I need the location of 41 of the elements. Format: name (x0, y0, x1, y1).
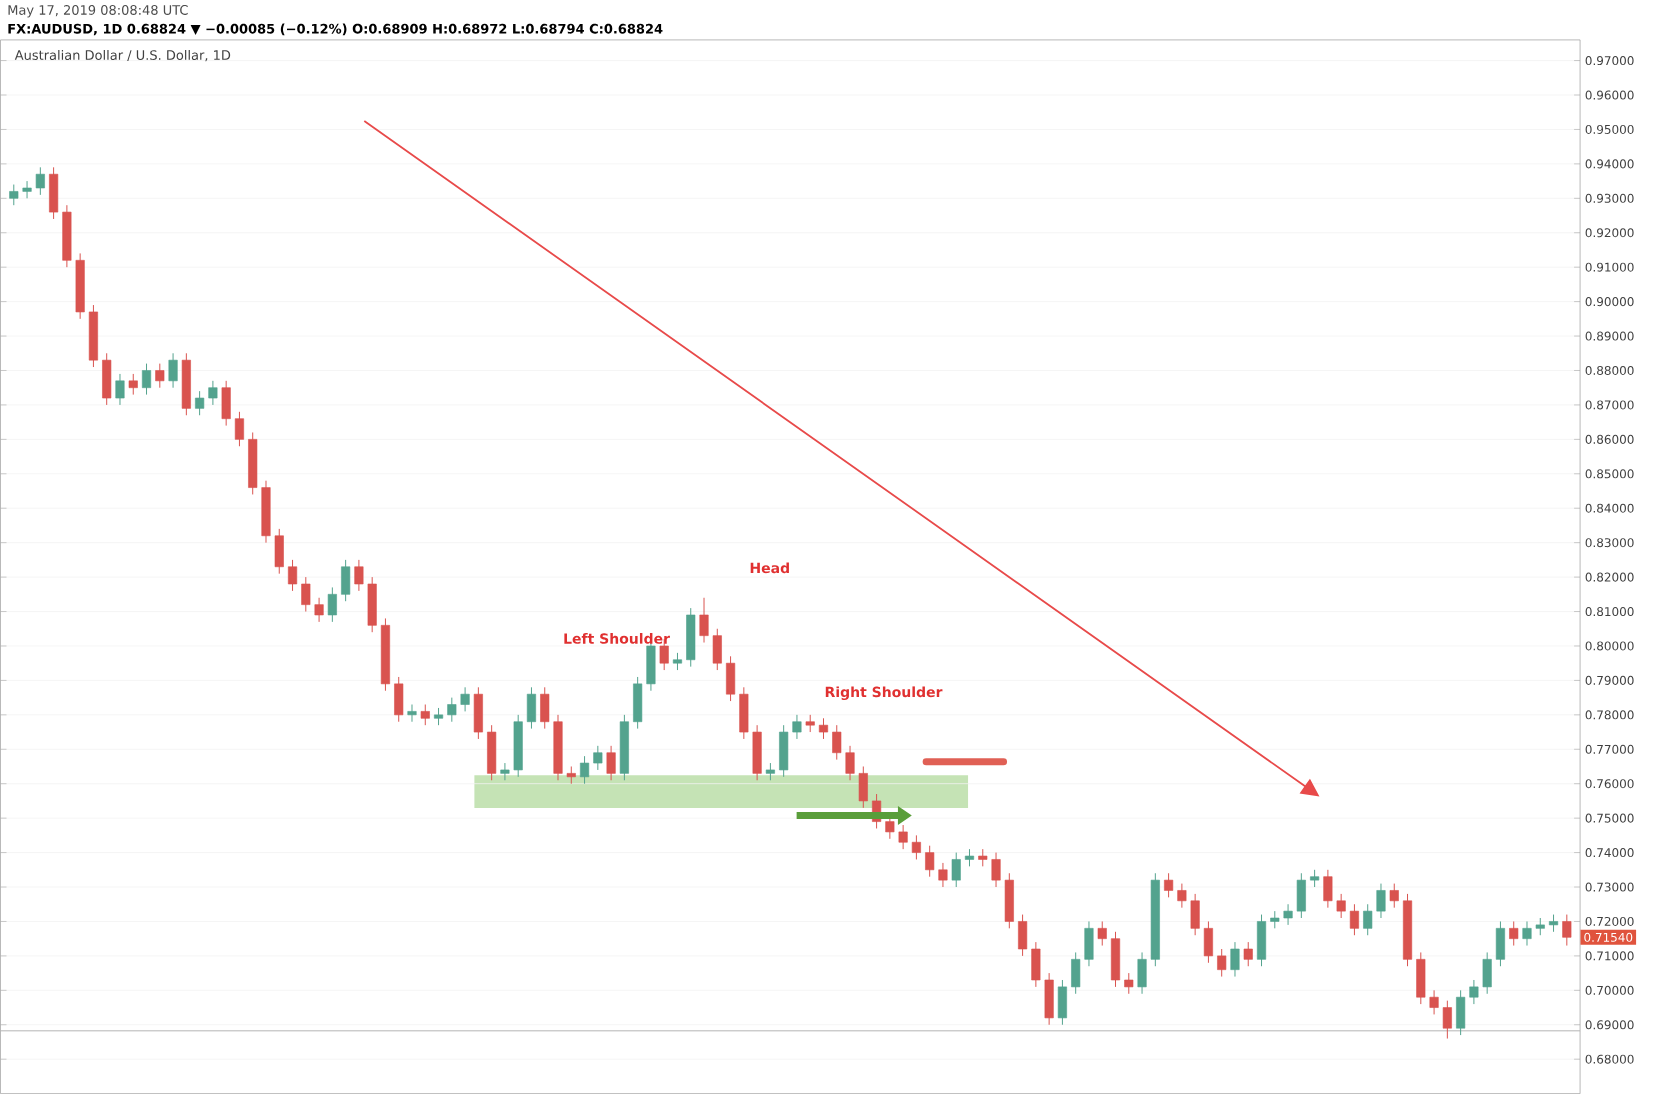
candlestick (287, 559, 298, 592)
candlestick (327, 586, 337, 623)
candlestick (341, 559, 351, 602)
candlestick (168, 352, 178, 389)
candlestick (1057, 979, 1067, 1026)
candlestick (128, 373, 138, 396)
candlestick (1509, 920, 1519, 947)
candlestick (1018, 914, 1028, 957)
candlestick (580, 755, 590, 785)
candlestick (115, 373, 125, 406)
candlestick (526, 686, 537, 730)
candlestick (1203, 920, 1213, 964)
candlestick (1217, 948, 1227, 978)
candlestick (1349, 903, 1359, 936)
candlestick (1389, 883, 1399, 909)
candlestick (726, 655, 736, 702)
candlestick (911, 834, 921, 860)
candlestick (1495, 920, 1505, 967)
candlestick (818, 717, 829, 740)
candlestick (1230, 941, 1240, 978)
candlestick (606, 745, 616, 781)
candlestick (1124, 972, 1134, 995)
candlestick (102, 352, 112, 406)
candlestick (1164, 872, 1174, 898)
candlestick (593, 745, 603, 771)
candlestick (1256, 914, 1267, 967)
candlestick (141, 363, 152, 396)
candlestick (473, 686, 483, 740)
candlestick (1110, 931, 1121, 988)
candlestick (1562, 914, 1572, 947)
candlestick (686, 607, 696, 668)
candlestick (234, 411, 244, 447)
candlestick (1243, 941, 1253, 967)
candlestick (221, 380, 231, 427)
candlestick (394, 676, 404, 723)
candlestick (951, 852, 961, 888)
candlestick (155, 363, 165, 389)
candlestick (487, 724, 497, 781)
candlestick (420, 704, 430, 726)
candlestick (1097, 920, 1107, 947)
candlestick (407, 704, 417, 723)
